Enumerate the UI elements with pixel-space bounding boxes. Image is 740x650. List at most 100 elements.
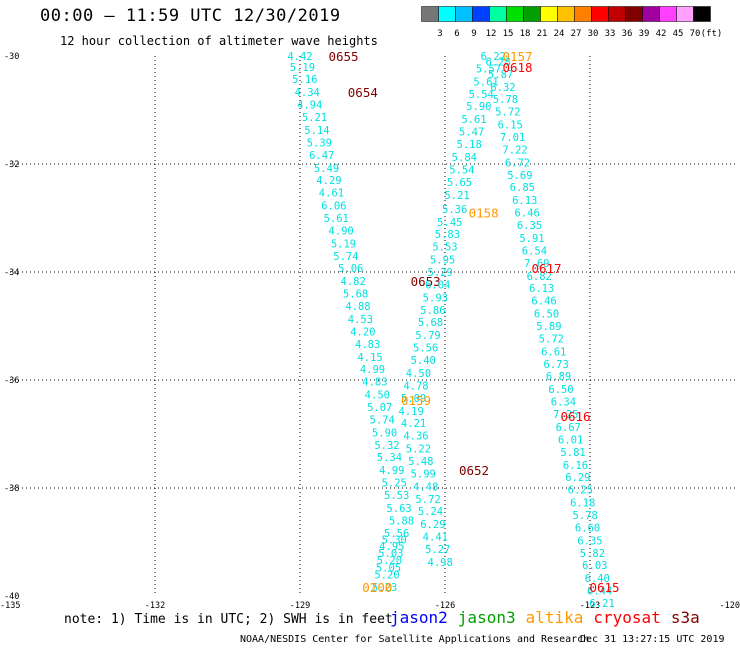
swh-value: 5.90	[372, 427, 397, 439]
pass-time-label: 0652	[459, 463, 489, 478]
swh-value: 4.99	[379, 465, 404, 477]
swh-value: 5.99	[411, 468, 436, 480]
scale-label: 18	[520, 29, 531, 39]
swh-value: 5.90	[466, 101, 491, 113]
swh-value: 5.81	[560, 447, 585, 459]
swh-value: 5.29	[428, 267, 453, 279]
swh-value: 5.24	[418, 506, 443, 518]
pass-time-label: 0653	[411, 274, 441, 289]
swh-value: 5.25	[382, 478, 407, 490]
swh-value: 4.19	[399, 406, 424, 418]
swh-value: 6.06	[321, 201, 346, 213]
satellite-legend-altika: altika	[525, 608, 584, 627]
swh-value: 5.23	[372, 582, 397, 594]
swh-value: 5.56	[413, 343, 438, 355]
swh-value: 6.29	[565, 472, 590, 484]
swh-value: 6.46	[515, 208, 540, 220]
swh-value: 5.22	[406, 444, 431, 456]
swh-value: 5.69	[507, 170, 532, 182]
swh-value: 6.46	[531, 296, 556, 308]
swh-value: 5.54	[449, 164, 474, 176]
swh-value: 6.60	[575, 522, 600, 534]
x-tick-label: -120	[720, 601, 740, 611]
swh-value: 5.39	[307, 137, 332, 149]
satellite-legend-cryosat: cryosat	[593, 608, 661, 627]
swh-value: 6.89	[546, 371, 571, 383]
swh-value: 5.74	[333, 251, 358, 263]
scale-label: 70	[690, 29, 701, 39]
y-tick-label: -38	[4, 484, 19, 494]
swh-value: 4.98	[428, 557, 453, 569]
swh-value: 5.19	[331, 238, 356, 250]
swh-value: 6.61	[541, 346, 566, 358]
swh-value: 5.87	[488, 69, 513, 81]
swh-value: 7.25	[553, 409, 578, 421]
swh-value: 6.15	[498, 120, 523, 132]
swh-value: 5.48	[408, 456, 433, 468]
swh-value: 5.09	[401, 393, 426, 405]
swh-value: 5.72	[415, 494, 440, 506]
scale-label: 33	[605, 29, 616, 39]
swh-value: 5.18	[457, 139, 482, 151]
swh-value: 5.53	[432, 242, 457, 254]
swh-value: 5.36	[442, 204, 467, 216]
scale-label: 27	[571, 29, 582, 39]
swh-value: 6.35	[517, 220, 542, 232]
swh-value: 4.83	[362, 377, 387, 389]
swh-value: 5.05	[376, 562, 401, 574]
swh-value: 4.78	[403, 380, 428, 392]
scale-label: 15	[503, 29, 514, 39]
swh-value: 6.16	[563, 460, 588, 472]
swh-value: 5.34	[377, 452, 402, 464]
swh-value: 4.83	[355, 339, 380, 351]
swh-value: 5.06	[338, 263, 363, 275]
swh-value: 6.13	[512, 195, 537, 207]
swh-value: 5.56	[384, 528, 409, 540]
swh-value: 6.85	[510, 182, 535, 194]
scale-label: 39	[639, 29, 650, 39]
scale-label: 12	[486, 29, 497, 39]
scale-label: 30	[588, 29, 599, 39]
swh-value: 5.54	[469, 89, 494, 101]
swh-value: 6.50	[534, 309, 559, 321]
swh-value: 6.82	[527, 271, 552, 283]
swh-value: 6.21	[589, 598, 614, 610]
scale-label: 45	[673, 29, 684, 39]
swh-value: 5.19	[290, 62, 315, 74]
y-tick-label: -30	[4, 52, 19, 62]
x-tick-label: -126	[435, 601, 455, 611]
swh-value: 5.14	[304, 125, 329, 137]
swh-value: 4.50	[406, 368, 431, 380]
pass-time-label: 0654	[348, 85, 378, 100]
swh-value: 4.15	[357, 352, 382, 364]
swh-value: 4.36	[403, 431, 428, 443]
swh-value: 5.30	[382, 534, 407, 546]
swh-value: 4.53	[348, 314, 373, 326]
swh-value: 5.95	[430, 255, 455, 267]
y-tick-label: -36	[4, 376, 19, 386]
swh-value: 5.78	[493, 94, 518, 106]
swh-value: 5.49	[314, 163, 339, 175]
swh-value: 5.57	[476, 63, 501, 75]
satellite-legend-s3a: s3a	[670, 608, 700, 627]
x-tick-label: -123	[580, 601, 600, 611]
swh-value: 4.99	[360, 364, 385, 376]
swh-value: 5.65	[447, 177, 472, 189]
pass-time-label: 0158	[469, 206, 499, 221]
swh-value: 4.41	[423, 532, 448, 544]
x-tick-label: -129	[290, 601, 310, 611]
swh-value: 5.03	[378, 548, 403, 560]
chart-subtitle: 12 hour collection of altimeter wave hei…	[60, 34, 378, 48]
swh-value: 5.20	[377, 555, 402, 567]
swh-value: 4.82	[341, 276, 366, 288]
swh-value: 5.61	[461, 114, 486, 126]
scale-label: 21	[537, 29, 548, 39]
swh-value: 4.88	[345, 301, 370, 313]
swh-value: 5.68	[343, 289, 368, 301]
swh-value: 5.63	[386, 503, 411, 515]
swh-value: 5.89	[536, 321, 561, 333]
swh-value: 5.68	[418, 317, 443, 329]
swh-value: 4.94	[297, 100, 322, 112]
scale-label: 3	[437, 29, 442, 39]
swh-value: 6.40	[585, 573, 610, 585]
